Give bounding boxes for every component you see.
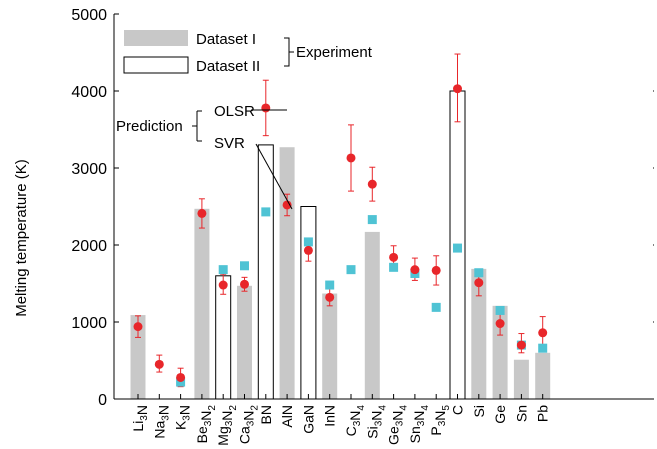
- legend-experiment-bracket: [284, 37, 294, 67]
- olsr-point-8: [303, 245, 313, 255]
- svr-point-10: [346, 265, 356, 275]
- olsr-point-15: [453, 84, 462, 94]
- bars-layer: [130, 90, 551, 400]
- dataset1-bar-11: [364, 231, 380, 399]
- y-tick-label-2000: 2000: [71, 238, 107, 255]
- svr-point-9: [325, 280, 335, 290]
- dataset1-bar-0: [130, 315, 146, 399]
- svr-point-19: [538, 343, 548, 353]
- legend-olsr-label: OLSR: [214, 103, 255, 120]
- svr-point-17: [495, 305, 505, 315]
- x-tick-label-4: Mg3N2: [215, 405, 239, 446]
- olsr-markers-layer: [133, 84, 548, 382]
- x-tick-label-8: GaN: [300, 405, 316, 434]
- y-tick-label-4000: 4000: [71, 84, 107, 101]
- dataset1-bar-9: [322, 293, 338, 399]
- dataset1-bar-18: [513, 359, 529, 399]
- y-tick-label-1000: 1000: [71, 315, 107, 332]
- axes: 0 1000 2000 3000 4000 5000 Li3NNa3NK3NBe3N2Mg3…: [71, 7, 654, 446]
- olsr-point-9: [325, 292, 335, 302]
- olsr-point-19: [538, 328, 548, 338]
- olsr-point-5: [240, 279, 249, 289]
- legend-svr-label: SVR: [214, 135, 245, 152]
- svr-point-11: [367, 215, 377, 225]
- olsr-point-16: [474, 278, 484, 288]
- y-tick-label-5000: 5000: [71, 7, 107, 24]
- dataset1-bar-16: [471, 268, 487, 399]
- olsr-point-2: [176, 372, 186, 382]
- x-tick-label-5: Ca3N2: [237, 405, 261, 445]
- svr-point-6: [261, 207, 271, 217]
- olsr-point-17: [495, 319, 505, 329]
- x-tick-label-15: C: [450, 405, 466, 415]
- x-tick-label-0: Li3N: [130, 405, 150, 432]
- dataset2-bar-6: [257, 144, 274, 400]
- svr-point-15: [453, 243, 462, 253]
- legend-svr-pointer: [255, 143, 293, 210]
- olsr-point-18: [516, 340, 526, 350]
- legend-dataset2-swatch: [123, 56, 189, 74]
- y-tick-label-3000: 3000: [71, 161, 107, 178]
- y-axis-title: Melting temperature (K): [13, 159, 30, 317]
- x-tick-label-6: BN: [258, 405, 274, 424]
- legend-dataset2-label: Dataset II: [196, 58, 260, 75]
- svr-point-5: [240, 261, 249, 271]
- olsr-point-3: [197, 208, 207, 218]
- dataset1-bar-17: [492, 305, 508, 399]
- x-tick-label-3: Be3N2: [194, 405, 218, 444]
- svr-point-14: [431, 302, 441, 312]
- olsr-point-6: [261, 103, 271, 113]
- legend-experiment-label: Experiment: [296, 44, 373, 61]
- y-tick-label-0: 0: [98, 392, 107, 409]
- svr-point-2: [176, 377, 186, 387]
- dataset1-bar-3: [194, 208, 210, 399]
- legend-prediction-label: Prediction: [116, 118, 183, 135]
- olsr-point-13: [410, 265, 420, 275]
- svr-point-16: [474, 268, 484, 278]
- x-tick-label-18: Sn: [513, 405, 529, 422]
- x-tick-label-12: Ge3N4: [386, 405, 410, 445]
- legend-dataset1-swatch: [124, 30, 188, 46]
- svr-markers-layer: [176, 207, 548, 387]
- olsr-point-1: [154, 359, 164, 369]
- olsr-point-4: [218, 280, 228, 290]
- x-tick-label-14: P3N5: [428, 405, 452, 436]
- x-tick-label-16: Si: [471, 405, 487, 417]
- dataset1-bar-19: [535, 352, 551, 399]
- x-tick-label-1: Na3N: [151, 405, 171, 439]
- olsr-point-7: [282, 200, 292, 210]
- legend: Dataset I Dataset II Experiment Predicti…: [116, 30, 373, 210]
- x-tick-label-19: Pb: [535, 405, 551, 422]
- legend-prediction-bracket: [192, 110, 202, 142]
- olsr-point-14: [431, 265, 441, 275]
- x-tick-label-13: Sn3N4: [407, 405, 431, 444]
- dataset2-bar-8: [300, 206, 317, 400]
- dataset1-bar-5: [237, 285, 252, 399]
- svr-point-12: [389, 262, 399, 272]
- olsr-point-11: [367, 179, 377, 189]
- x-tick-label-11: Si3N4: [364, 405, 388, 439]
- svr-point-8: [303, 237, 313, 247]
- dataset1-bar-7: [279, 147, 295, 399]
- svr-point-4: [218, 265, 228, 275]
- x-tick-label-9: InN: [322, 405, 338, 427]
- olsr-point-10: [346, 153, 356, 163]
- olsr-point-0: [133, 322, 143, 332]
- x-tick-label-17: Ge: [492, 405, 508, 424]
- olsr-point-12: [389, 252, 399, 262]
- x-tick-label-2: K3N: [173, 405, 193, 430]
- x-tick-label-10: C3N4: [343, 405, 367, 437]
- legend-dataset1-label: Dataset I: [196, 31, 256, 48]
- x-tick-label-7: AlN: [279, 405, 295, 428]
